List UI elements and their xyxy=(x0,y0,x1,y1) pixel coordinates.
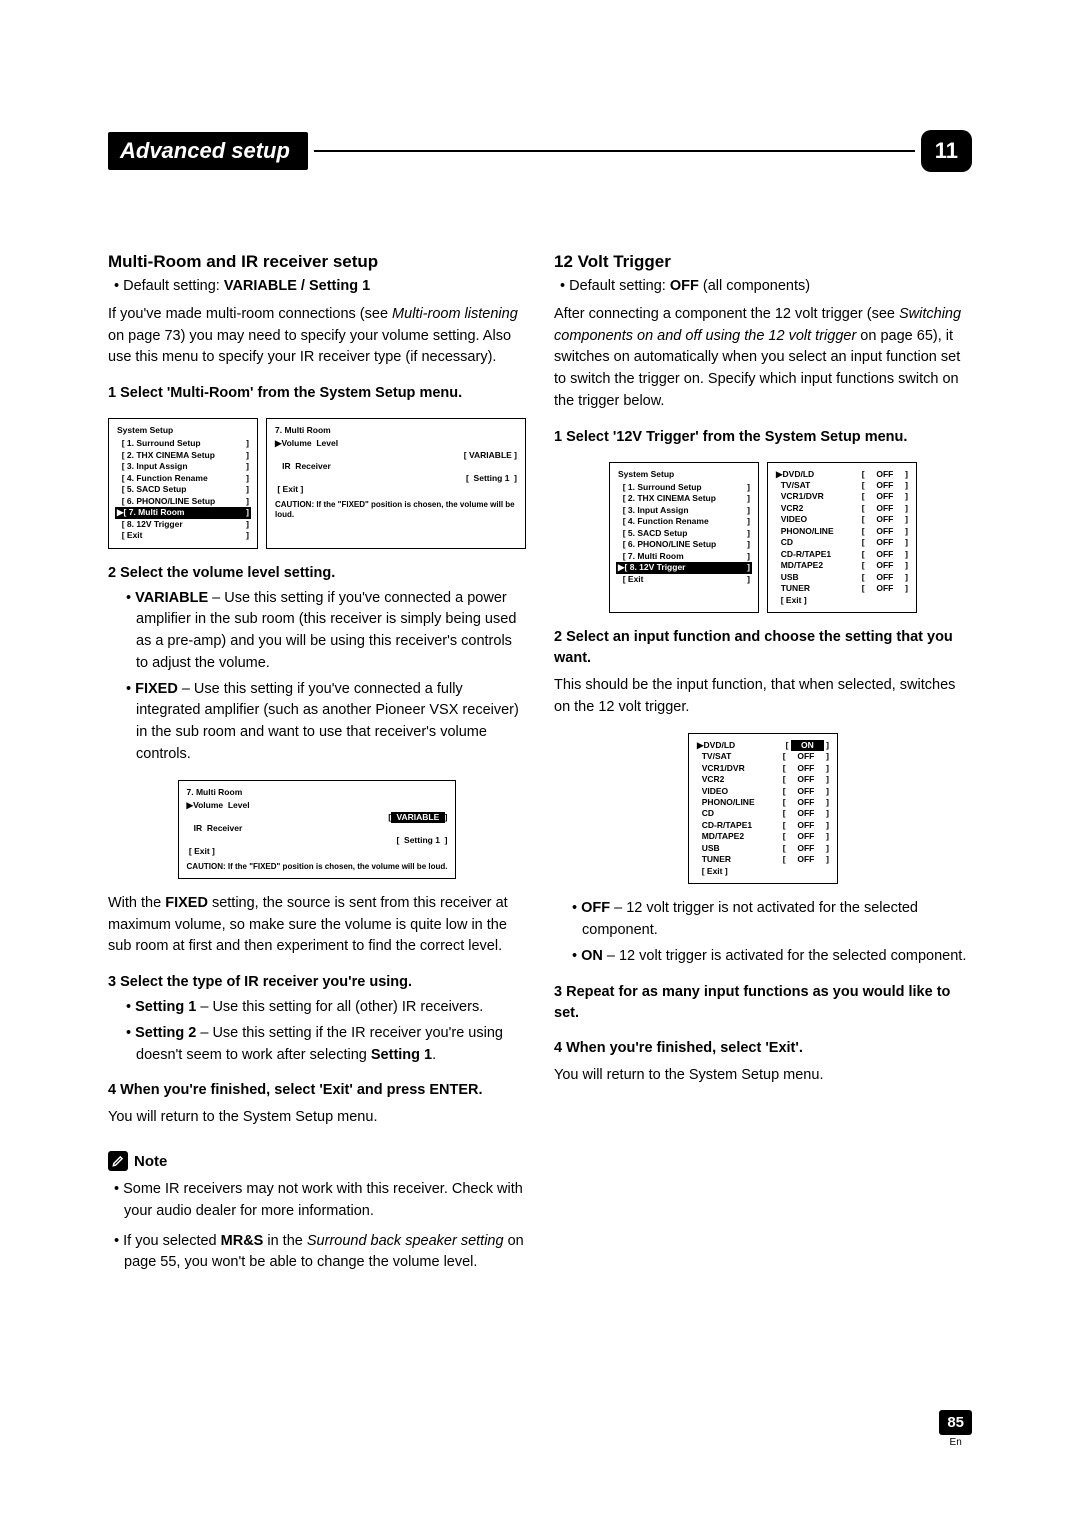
menu-multi-room-sel: 7. Multi Room▶Volume Level[ VARIABLE ] I… xyxy=(178,780,457,879)
left-column: Multi-Room and IR receiver setup • Defau… xyxy=(108,252,526,1274)
step-heading: 1 Select 'Multi-Room' from the System Se… xyxy=(108,383,526,404)
text: in the xyxy=(263,1233,307,1249)
page: Advanced setup 11 Multi-Room and IR rece… xyxy=(0,0,1080,1334)
paragraph: You will return to the System Setup menu… xyxy=(108,1107,526,1129)
menu-group: 7. Multi Room▶Volume Level[ VARIABLE ] I… xyxy=(108,780,526,879)
page-lang: En xyxy=(939,1437,972,1448)
text-bold: Setting 1 xyxy=(135,999,196,1015)
text-italic: Multi-room listening xyxy=(392,306,518,322)
section-heading: Multi-Room and IR receiver setup xyxy=(108,252,526,272)
text: • xyxy=(126,999,135,1015)
text: • Default setting: xyxy=(114,278,224,294)
text: • xyxy=(126,1025,135,1041)
note-text: Note xyxy=(134,1153,167,1170)
text-italic: Surround back speaker setting xyxy=(307,1233,504,1249)
bullet: • FIXED – Use this setting if you've con… xyxy=(136,679,526,766)
text-bold: VARIABLE xyxy=(135,590,208,606)
bullet: • Setting 2 – Use this setting if the IR… xyxy=(136,1023,526,1067)
page-footer: 85 En xyxy=(939,1410,972,1448)
text: After connecting a component the 12 volt… xyxy=(554,306,899,322)
step-heading: 3 Select the type of IR receiver you're … xyxy=(108,972,526,993)
text: – Use this setting for all (other) IR re… xyxy=(196,999,483,1015)
text: • Default setting: xyxy=(560,278,670,294)
step-heading: 1 Select '12V Trigger' from the System S… xyxy=(554,427,972,448)
text: . xyxy=(432,1047,436,1063)
text-bold: VARIABLE / Setting 1 xyxy=(224,278,370,294)
right-column: 12 Volt Trigger • Default setting: OFF (… xyxy=(554,252,972,1274)
menu-group: System Setup [ 1. Surround Setup] [ 2. T… xyxy=(554,462,972,614)
menu-trigger-list-sel: ▶DVD/LD[ ON ] TV/SAT[ OFF ] VCR1/DVR[ OF… xyxy=(688,733,838,885)
step-heading: 2 Select the volume level setting. xyxy=(108,563,526,584)
step-heading: 2 Select an input function and choose th… xyxy=(554,627,972,669)
text: – 12 volt trigger is not activated for t… xyxy=(582,900,918,938)
text: – Use this setting if you've connected a… xyxy=(136,681,519,762)
text: • xyxy=(126,681,135,697)
text: • If you selected xyxy=(114,1233,221,1249)
text-bold: OFF xyxy=(670,278,699,294)
text-bold: FIXED xyxy=(165,895,208,911)
menu-group: ▶DVD/LD[ ON ] TV/SAT[ OFF ] VCR1/DVR[ OF… xyxy=(554,733,972,885)
menu-trigger-list: ▶DVD/LD[ OFF ] TV/SAT[ OFF ] VCR1/DVR[ O… xyxy=(767,462,917,614)
text: on page 73) you may need to specify your… xyxy=(108,328,511,366)
pencil-icon xyxy=(108,1151,128,1171)
default-setting: • Default setting: VARIABLE / Setting 1 xyxy=(124,276,526,298)
menu-system-setup: System Setup [ 1. Surround Setup] [ 2. T… xyxy=(108,418,258,549)
menu-group: System Setup [ 1. Surround Setup] [ 2. T… xyxy=(108,418,526,549)
text-bold: MR&S xyxy=(221,1233,264,1249)
text: • xyxy=(572,948,581,964)
paragraph: You will return to the System Setup menu… xyxy=(554,1065,972,1087)
text: • xyxy=(572,900,581,916)
text-bold: Setting 1 xyxy=(371,1047,432,1063)
paragraph: After connecting a component the 12 volt… xyxy=(554,304,972,413)
menu-system-setup: System Setup [ 1. Surround Setup] [ 2. T… xyxy=(609,462,759,614)
section-heading: 12 Volt Trigger xyxy=(554,252,972,272)
text-bold: Setting 2 xyxy=(135,1025,196,1041)
default-setting: • Default setting: OFF (all components) xyxy=(570,276,972,298)
step-heading: 4 When you're finished, select 'Exit' an… xyxy=(108,1080,526,1101)
text: – 12 volt trigger is activated for the s… xyxy=(603,948,967,964)
header-rule xyxy=(314,150,915,152)
step-heading: 4 When you're finished, select 'Exit'. xyxy=(554,1038,972,1059)
bullet: • VARIABLE – Use this setting if you've … xyxy=(136,588,526,675)
text-bold: ON xyxy=(581,948,603,964)
page-number: 85 xyxy=(939,1410,972,1435)
text-bold: OFF xyxy=(581,900,610,916)
paragraph: This should be the input function, that … xyxy=(554,675,972,719)
paragraph: With the FIXED setting, the source is se… xyxy=(108,893,526,958)
text: With the xyxy=(108,895,165,911)
bullet: • Setting 1 – Use this setting for all (… xyxy=(136,997,526,1019)
paragraph: If you've made multi-room connections (s… xyxy=(108,304,526,369)
step-heading: 3 Repeat for as many input functions as … xyxy=(554,982,972,1024)
text: (all components) xyxy=(699,278,810,294)
menu-multi-room: 7. Multi Room▶Volume Level[ VARIABLE ] I… xyxy=(266,418,526,549)
note-bullet: • Some IR receivers may not work with th… xyxy=(124,1179,526,1223)
note-label: Note xyxy=(108,1151,526,1171)
text: • xyxy=(126,590,135,606)
bullet: • OFF – 12 volt trigger is not activated… xyxy=(582,898,972,942)
header-bar: Advanced setup 11 xyxy=(108,130,972,172)
chapter-badge: 11 xyxy=(921,130,972,172)
bullet: • ON – 12 volt trigger is activated for … xyxy=(582,946,972,968)
text: If you've made multi-room connections (s… xyxy=(108,306,392,322)
text-bold: FIXED xyxy=(135,681,178,697)
page-title: Advanced setup xyxy=(108,132,308,170)
content-columns: Multi-Room and IR receiver setup • Defau… xyxy=(108,252,972,1274)
note-bullet: • If you selected MR&S in the Surround b… xyxy=(124,1231,526,1275)
